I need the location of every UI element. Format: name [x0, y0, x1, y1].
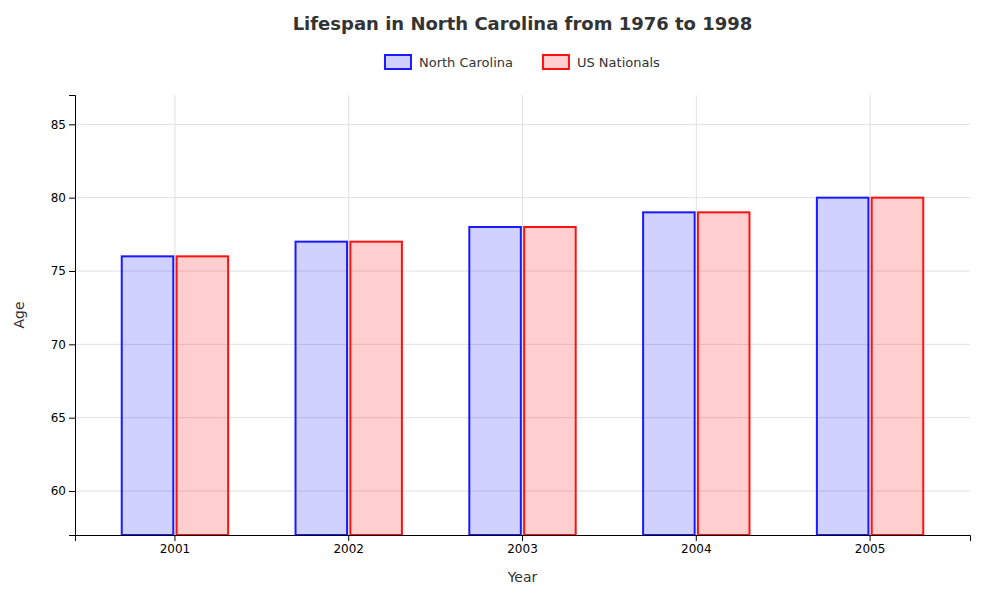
y-tick: 85 — [51, 118, 75, 132]
x-tick-mark — [696, 535, 697, 541]
x-axis-title: Year — [507, 569, 538, 585]
x-axis: 2001 2002 2003 2004 2005 — [76, 535, 971, 556]
y-tick-label: 65 — [51, 411, 66, 425]
bar — [469, 227, 521, 535]
bars — [122, 198, 924, 535]
y-tick-mark — [69, 491, 75, 492]
x-tick-label: 2005 — [855, 542, 886, 556]
x-grid-line — [696, 95, 697, 535]
x-tick: 2005 — [855, 535, 886, 556]
y-tick-label: 60 — [51, 484, 66, 498]
x-tick-mark — [348, 535, 349, 541]
y-tick: 80 — [51, 191, 75, 205]
x-tick-label: 2001 — [160, 542, 191, 556]
x-grid-line — [348, 95, 349, 535]
x-tick: 2002 — [333, 535, 364, 556]
x-tick: 2001 — [160, 535, 191, 556]
y-tick-label: 75 — [51, 264, 66, 278]
y-tick: 60 — [51, 484, 75, 498]
bar — [698, 212, 750, 535]
chart-svg: 2001 2002 2003 2004 2005 60 65 70 75 80 85 Lifespan… — [0, 0, 1000, 600]
y-tick: 75 — [51, 264, 75, 278]
plot-area: 2001 2002 2003 2004 2005 60 65 70 75 80 85 — [51, 95, 971, 556]
x-tick-mark — [174, 535, 175, 541]
x-tick-label: 2003 — [507, 542, 538, 556]
y-tick-mark — [69, 418, 75, 419]
y-axis-title: Age — [11, 301, 27, 328]
x-grid-line — [870, 95, 871, 535]
bar — [177, 256, 229, 535]
y-tick-mark — [69, 344, 75, 345]
y-tick-label: 80 — [51, 191, 66, 205]
bar — [817, 198, 869, 535]
x-grid-line — [174, 95, 175, 535]
legend-item: US Nationals — [543, 55, 660, 70]
bar-series — [177, 198, 924, 535]
x-tick-label: 2004 — [681, 542, 712, 556]
x-tick-label: 2002 — [333, 542, 364, 556]
chart-container: 2001 2002 2003 2004 2005 60 65 70 75 80 85 Lifespan… — [0, 0, 1000, 600]
title: Lifespan in North Carolina from 1976 to … — [293, 13, 753, 34]
legend-swatch — [543, 55, 569, 69]
legend: North Carolina US Nationals — [385, 55, 660, 70]
x-tick: 2003 — [507, 535, 538, 556]
y-tick-mark — [69, 124, 75, 125]
bar — [350, 242, 402, 535]
bar — [872, 198, 924, 535]
grid — [75, 95, 970, 535]
bar-series — [122, 198, 869, 535]
y-axis: 60 65 70 75 80 85 — [51, 96, 76, 536]
legend-swatch — [385, 55, 411, 69]
legend-item: North Carolina — [385, 55, 513, 70]
y-axis-line — [69, 96, 76, 536]
bar — [296, 242, 348, 535]
x-axis-line — [76, 536, 971, 542]
y-tick-mark — [69, 271, 75, 272]
x-grid-line — [522, 95, 523, 535]
bar — [122, 256, 174, 535]
x-tick-mark — [522, 535, 523, 541]
y-tick: 70 — [51, 338, 75, 352]
legend-label: North Carolina — [419, 55, 513, 70]
x-tick: 2004 — [681, 535, 712, 556]
bar — [524, 227, 576, 535]
x-tick-mark — [870, 535, 871, 541]
legend-label: US Nationals — [577, 55, 660, 70]
bar — [643, 212, 695, 535]
y-tick-label: 85 — [51, 118, 66, 132]
y-tick-label: 70 — [51, 338, 66, 352]
y-tick-mark — [69, 198, 75, 199]
y-tick: 65 — [51, 411, 75, 425]
